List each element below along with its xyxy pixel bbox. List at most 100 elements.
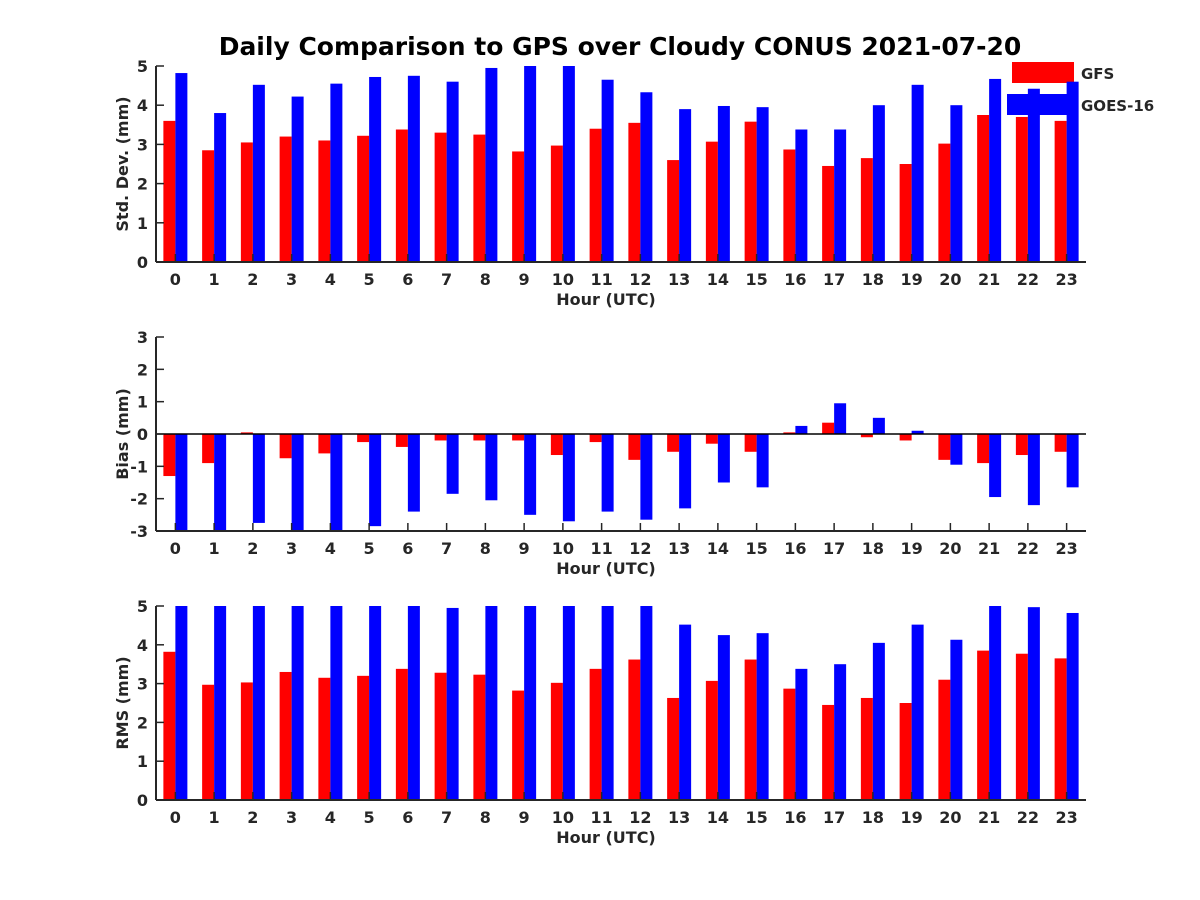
bar-gfs-hour-12	[628, 122, 641, 262]
legend: GFS GOES-16	[1007, 62, 1154, 115]
bar-goes-16-hour-4	[330, 83, 343, 262]
bar-gfs-hour-18	[860, 434, 873, 438]
x-tick-label: 19	[900, 270, 922, 289]
bar-gfs-hour-16	[783, 149, 796, 262]
bar-gfs-hour-16	[783, 688, 796, 800]
bar-goes-16-hour-23	[1066, 434, 1079, 488]
y-tick-label: 4	[137, 636, 148, 655]
bar-gfs-hour-23	[1054, 120, 1067, 262]
bar-gfs-hour-23	[1054, 658, 1067, 800]
bar-gfs-hour-0	[163, 120, 176, 262]
y-tick-label: 3	[137, 135, 148, 154]
bar-goes-16-hour-16	[795, 668, 808, 800]
bar-goes-16-hour-14	[717, 105, 730, 262]
bar-goes-16-hour-12	[640, 92, 653, 262]
x-tick-label: 2	[247, 808, 258, 827]
x-tick-label: 2	[247, 270, 258, 289]
x-tick-label: 0	[170, 539, 181, 558]
bar-goes-16-hour-16	[795, 425, 808, 434]
x-tick-label: 13	[668, 270, 690, 289]
x-tick-label: 20	[939, 808, 961, 827]
x-tick-label: 5	[364, 808, 375, 827]
bar-gfs-hour-9	[512, 434, 525, 441]
bar-gfs-hour-10	[550, 682, 563, 800]
x-axis-label: Hour (UTC)	[556, 559, 656, 578]
bar-goes-16-hour-8	[485, 606, 498, 800]
y-tick-label: 5	[137, 57, 148, 76]
bar-gfs-hour-14	[705, 141, 718, 262]
x-tick-label: 13	[668, 539, 690, 558]
x-tick-label: 4	[325, 539, 336, 558]
bar-goes-16-hour-21	[989, 606, 1002, 800]
bar-gfs-hour-14	[705, 680, 718, 800]
bar-goes-16-hour-5	[369, 76, 382, 262]
bar-goes-16-hour-15	[756, 633, 769, 800]
bar-goes-16-hour-18	[872, 105, 885, 262]
bar-gfs-hour-8	[473, 674, 486, 800]
x-tick-label: 19	[900, 539, 922, 558]
bar-goes-16-hour-17	[834, 403, 847, 434]
bar-goes-16-hour-6	[407, 606, 420, 800]
y-tick-label: -1	[130, 457, 148, 476]
y-tick-label: 3	[137, 675, 148, 694]
bar-goes-16-hour-5	[369, 606, 382, 800]
x-tick-label: 23	[1055, 808, 1077, 827]
x-tick-label: 19	[900, 808, 922, 827]
x-tick-label: 10	[552, 270, 574, 289]
bar-gfs-hour-0	[163, 651, 176, 800]
bar-goes-16-hour-6	[407, 434, 420, 512]
x-tick-label: 12	[629, 270, 651, 289]
bar-gfs-hour-6	[395, 434, 408, 447]
bar-goes-16-hour-1	[214, 434, 227, 531]
bar-goes-16-hour-23	[1066, 81, 1079, 263]
x-tick-label: 18	[862, 808, 884, 827]
bar-goes-16-hour-13	[679, 624, 692, 800]
bar-goes-16-hour-22	[1027, 88, 1040, 263]
bar-goes-16-hour-12	[640, 434, 653, 520]
x-tick-label: 10	[552, 539, 574, 558]
x-tick-label: 22	[1017, 539, 1039, 558]
y-tick-label: 2	[137, 175, 148, 194]
x-tick-label: 21	[978, 539, 1000, 558]
bar-gfs-hour-15	[744, 659, 757, 800]
bar-goes-16-hour-4	[330, 434, 343, 531]
y-tick-label: 2	[137, 360, 148, 379]
bar-gfs-hour-15	[744, 121, 757, 262]
x-tick-label: 16	[784, 539, 806, 558]
x-tick-label: 0	[170, 270, 181, 289]
bar-gfs-hour-21	[977, 115, 990, 262]
x-tick-label: 20	[939, 270, 961, 289]
bar-gfs-hour-2	[240, 142, 253, 262]
bar-gfs-hour-7	[434, 434, 447, 441]
bar-gfs-hour-5	[357, 434, 370, 443]
bar-goes-16-hour-17	[834, 664, 847, 800]
bar-goes-16-hour-2	[252, 434, 265, 523]
bar-gfs-hour-11	[589, 434, 602, 443]
y-tick-label: 0	[137, 253, 148, 272]
x-tick-label: 17	[823, 808, 845, 827]
bar-goes-16-hour-11	[601, 434, 614, 512]
x-tick-label: 22	[1017, 808, 1039, 827]
x-tick-label: 10	[552, 808, 574, 827]
bar-goes-16-hour-3	[291, 434, 304, 531]
bar-gfs-hour-9	[512, 690, 525, 800]
bar-gfs-hour-2	[240, 432, 253, 434]
bar-gfs-hour-22	[1015, 434, 1028, 456]
legend-label: GOES-16	[1081, 97, 1154, 115]
y-tick-label: -2	[130, 490, 148, 509]
bar-gfs-hour-1	[202, 434, 215, 464]
x-tick-label: 1	[209, 808, 220, 827]
bar-goes-16-hour-2	[252, 84, 265, 262]
legend-swatch-gfs	[1012, 62, 1074, 83]
x-tick-label: 15	[745, 808, 767, 827]
bar-gfs-hour-16	[783, 432, 796, 434]
bar-goes-16-hour-3	[291, 96, 304, 263]
bar-gfs-hour-19	[899, 434, 912, 441]
x-tick-label: 14	[707, 539, 729, 558]
bar-gfs-hour-5	[357, 135, 370, 262]
x-tick-label: 0	[170, 808, 181, 827]
bar-gfs-hour-19	[899, 164, 912, 262]
